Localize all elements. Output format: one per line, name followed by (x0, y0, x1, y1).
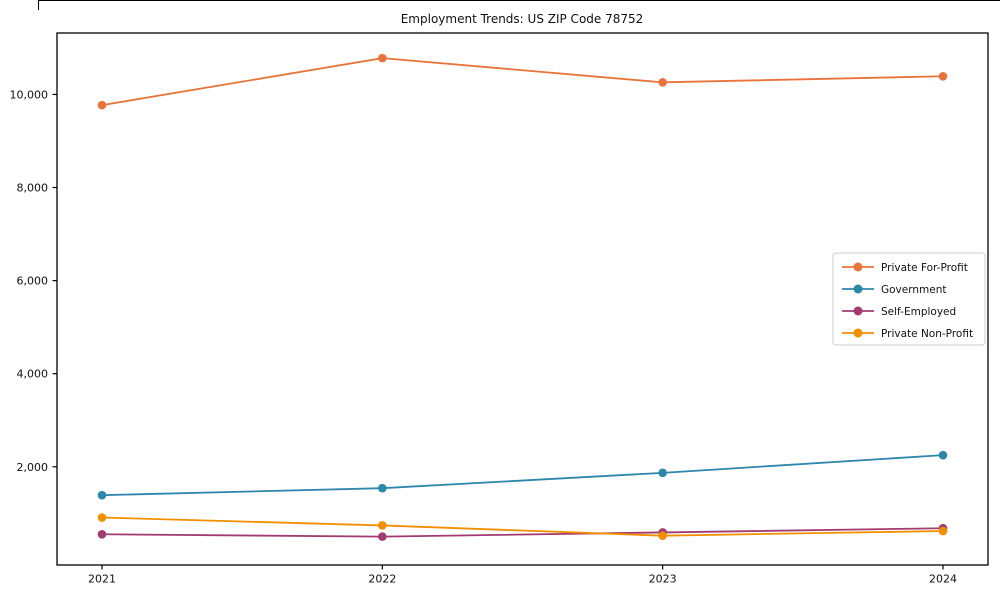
data-point-marker (938, 450, 948, 460)
legend-entry-label: Self-Employed (881, 306, 956, 318)
data-point-marker (378, 53, 387, 63)
series-line (101, 527, 944, 538)
x-axis-tick-label: 2022 (368, 573, 396, 586)
window-border-top (38, 0, 1000, 1)
data-point-marker (658, 468, 667, 478)
chart-title: Employment Trends: US ZIP Code 78752 (401, 12, 644, 26)
legend-marker-dot (853, 262, 863, 272)
legend-entry-label: Private For-Profit (881, 262, 968, 274)
legend-entry-label: Government (881, 284, 946, 296)
y-axis-tick-label: 10,000 (10, 88, 49, 101)
y-axis-tick-label: 2,000 (17, 461, 49, 474)
y-axis-tick-label: 8,000 (17, 182, 49, 195)
y-axis-tick-label: 6,000 (17, 275, 49, 288)
data-point-marker (938, 526, 948, 536)
legend-marker-dot (853, 284, 863, 294)
legend-marker-dot (853, 328, 863, 338)
data-point-marker (658, 78, 667, 87)
window-border-corner (38, 0, 39, 10)
plot-frame (56, 32, 989, 566)
data-point-marker (938, 71, 948, 81)
data-point-marker (378, 483, 387, 493)
y-axis-tick-label: 4,000 (17, 368, 49, 381)
data-point-marker (97, 529, 107, 539)
legend-box (832, 252, 986, 346)
series-line (101, 516, 944, 537)
x-axis-tick-label: 2021 (88, 573, 116, 586)
x-axis-tick-label: 2023 (649, 573, 677, 586)
data-point-marker (658, 531, 667, 540)
data-point-marker (97, 513, 107, 522)
series-line (101, 57, 944, 107)
x-axis-tick-label: 2024 (929, 573, 957, 586)
series-line (101, 454, 944, 497)
legend-entry-label: Private Non-Profit (881, 328, 973, 340)
data-point-marker (378, 521, 387, 530)
data-point-marker (97, 490, 107, 500)
data-point-marker (378, 532, 387, 541)
legend-marker-dot (853, 306, 863, 316)
data-point-marker (97, 100, 107, 110)
